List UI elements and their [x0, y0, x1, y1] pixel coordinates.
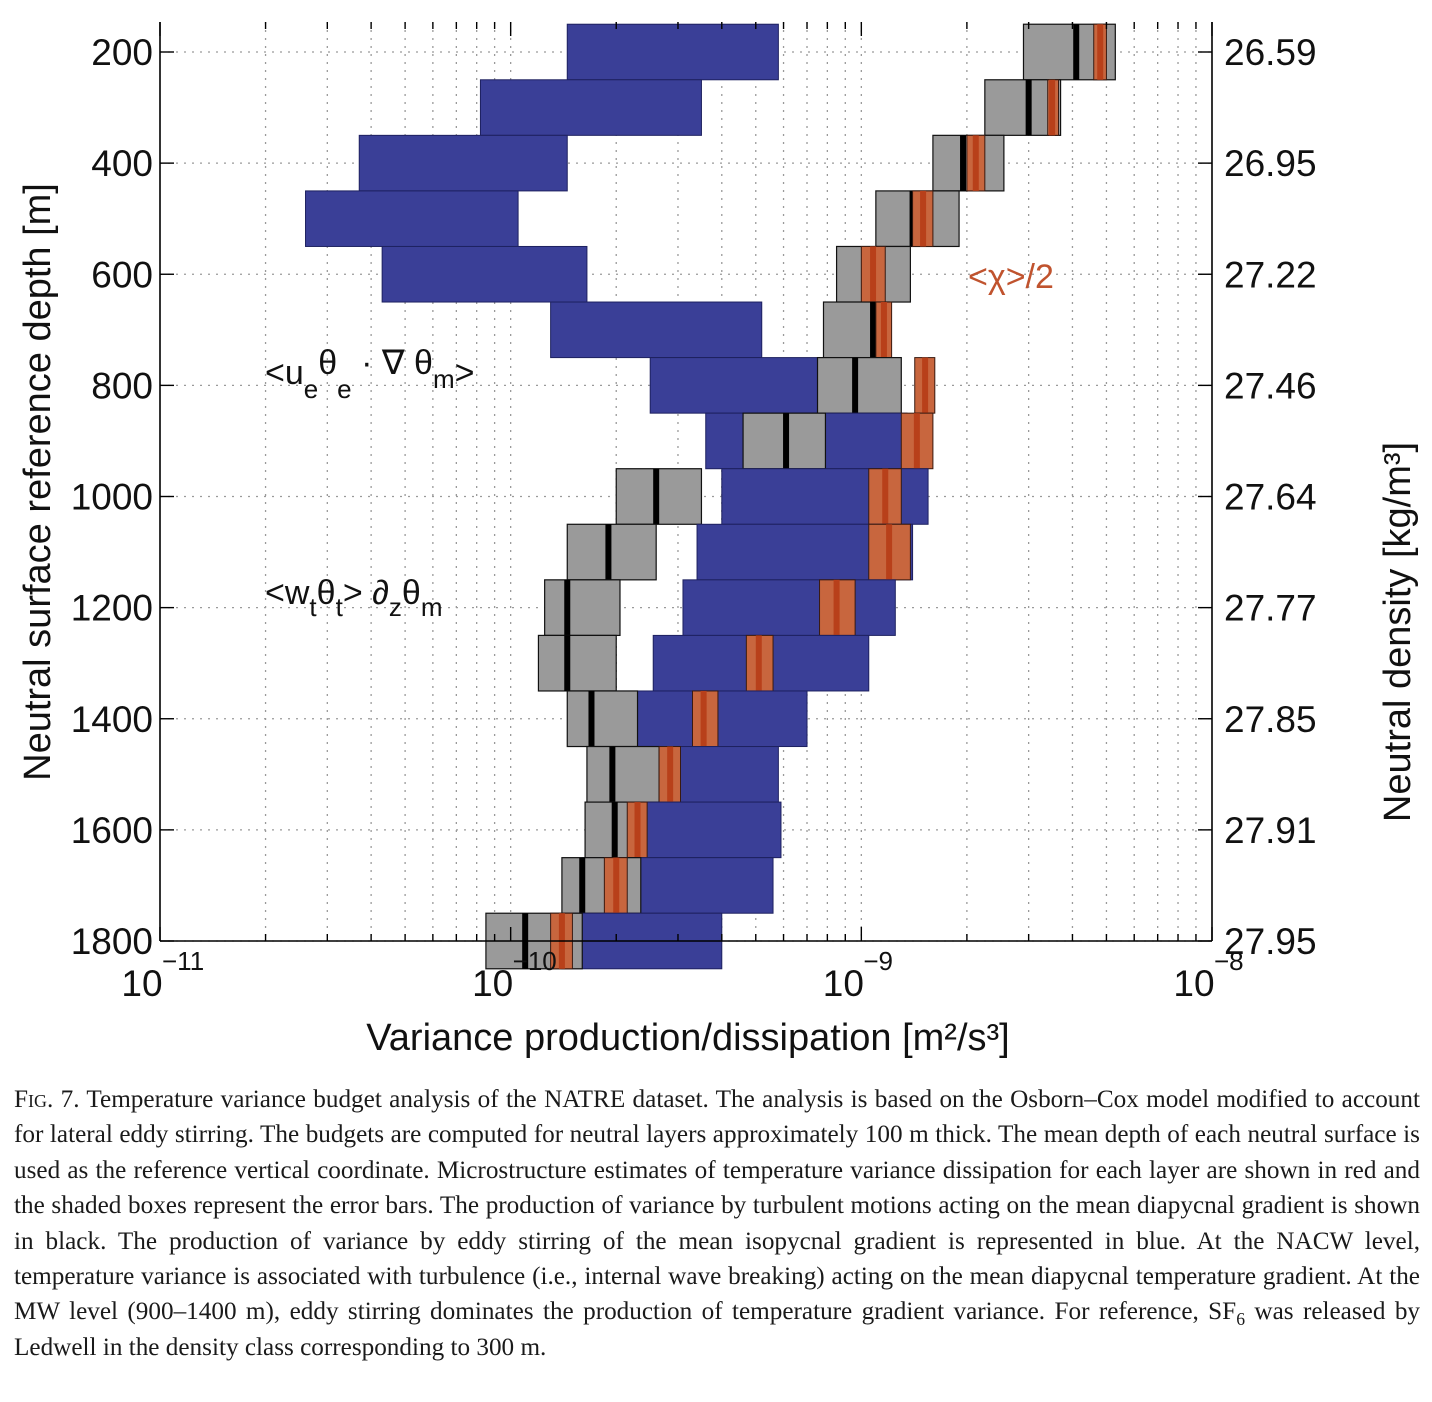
dissipation-line	[1097, 24, 1104, 80]
dissipation-line	[700, 690, 707, 747]
axes	[159, 22, 1213, 942]
x-axis-label: Variance production/dissipation [m²/s³]	[366, 1017, 1009, 1059]
turbulent-production-range	[566, 690, 639, 748]
x-tick-exponent: −9	[863, 946, 893, 976]
eddy-production-bar	[381, 245, 588, 303]
turbulent-production-line	[605, 524, 612, 580]
dissipation-line	[880, 302, 887, 358]
turbulent-production-range	[816, 356, 902, 414]
x-tick-label: 10	[1173, 963, 1214, 1004]
dissipation-line	[882, 468, 889, 525]
turbulent-production-range	[544, 579, 621, 637]
y2-tick-label: 27.22	[1224, 254, 1317, 295]
turbulent-annotation: <wtθt> ∂zθm	[265, 574, 443, 622]
dissipation-line	[920, 190, 927, 247]
turbulent-production-line	[653, 468, 660, 525]
eddy-production-bar	[623, 801, 782, 859]
dissipation-line	[922, 357, 929, 414]
dissipation-line	[634, 802, 641, 858]
y-tick-label: 400	[91, 143, 153, 184]
y2-tick-label: 27.77	[1224, 588, 1317, 629]
turbulent-production-line	[609, 746, 616, 803]
eddy-production-bar	[479, 79, 702, 136]
tick-labels: 200 26.59 400 26.95 600 27.22 800 27.46 1000 27.6…	[71, 32, 1317, 1004]
turbulent-production-line	[579, 857, 586, 914]
dissipation-line	[667, 746, 674, 803]
y-axis-label: Neutral surface reference depth [m]	[17, 183, 59, 781]
y2-tick-label: 27.46	[1224, 365, 1317, 406]
y-tick-label: 1600	[71, 810, 153, 851]
chi-annotation: <χ>/2	[968, 258, 1054, 296]
eddy-production-bar	[649, 357, 824, 414]
x-tick-exponent: −8	[1214, 946, 1244, 976]
dissipation-line	[913, 413, 920, 469]
x-tick-label: 10	[472, 963, 513, 1004]
dissipation-line	[870, 246, 877, 303]
dissipation-line	[833, 579, 840, 636]
x-tick-label: 10	[121, 963, 162, 1004]
turbulent-production-range	[566, 523, 657, 581]
caption-figure-number: Fig. 7.	[14, 1086, 80, 1113]
turbulent-production-line	[852, 357, 859, 414]
turbulent-production-range	[561, 857, 642, 914]
dissipation-line	[755, 635, 762, 691]
turbulent-production-line	[588, 690, 595, 747]
y-tick-label: 1000	[71, 477, 153, 518]
y2-tick-label: 27.85	[1224, 699, 1317, 740]
eddy-production-bar	[682, 579, 896, 636]
turbulent-production-line	[564, 579, 571, 636]
eddy-production-bar	[358, 134, 568, 192]
eddy-production-bar	[305, 190, 519, 247]
y2-tick-label: 27.64	[1224, 477, 1317, 518]
caption-tail: was released by Ledwell in the density c…	[14, 1298, 1421, 1361]
y-tick-label: 600	[91, 254, 153, 295]
turbulent-production-line	[783, 413, 790, 469]
turbulent-production-line	[870, 302, 877, 358]
layer-bars	[305, 23, 1116, 970]
y-tick-label: 1200	[71, 588, 153, 629]
turbulent-production-line	[1073, 24, 1080, 80]
eddy-annotation: <ueθe · ∇ θm>	[265, 344, 474, 404]
y-tick-label: 800	[91, 365, 153, 406]
x-tick-exponent: −10	[513, 946, 557, 976]
caption-text: Temperature variance budget analysis of …	[14, 1086, 1420, 1326]
y2-tick-label: 26.59	[1224, 32, 1317, 73]
y2-tick-label: 26.95	[1224, 143, 1317, 184]
dissipation-line	[886, 524, 893, 580]
dissipation-line	[613, 857, 620, 914]
figure-caption: Fig. 7. Temperature variance budget anal…	[14, 1082, 1420, 1365]
y-tick-label: 1800	[71, 921, 153, 962]
eddy-production-bar	[566, 23, 779, 81]
y-tick-label: 200	[91, 32, 153, 73]
y-tick-label: 1400	[71, 699, 153, 740]
dissipation-line	[1049, 79, 1056, 136]
turbulent-production-line	[611, 802, 618, 858]
turbulent-production-range	[586, 745, 660, 803]
turbulent-production-line	[960, 135, 967, 191]
turbulent-production-range	[537, 634, 617, 692]
y2-tick-label: 27.91	[1224, 810, 1317, 851]
x-tick-label: 10	[823, 963, 864, 1004]
x-tick-exponent: −11	[162, 946, 204, 976]
dissipation-line	[972, 135, 979, 191]
y2-tick-label: 27.95	[1224, 921, 1317, 962]
variance-budget-chart: 200 26.59 400 26.95 600 27.22 800 27.46 1000 27.6…	[17, 22, 1419, 1059]
eddy-production-bar	[550, 301, 763, 359]
turbulent-production-line	[1025, 79, 1032, 136]
caption-subscript: 6	[1236, 1309, 1246, 1330]
turbulent-production-line	[564, 635, 571, 691]
y2-axis-label: Neutral density [kg/m³]	[1377, 442, 1419, 822]
